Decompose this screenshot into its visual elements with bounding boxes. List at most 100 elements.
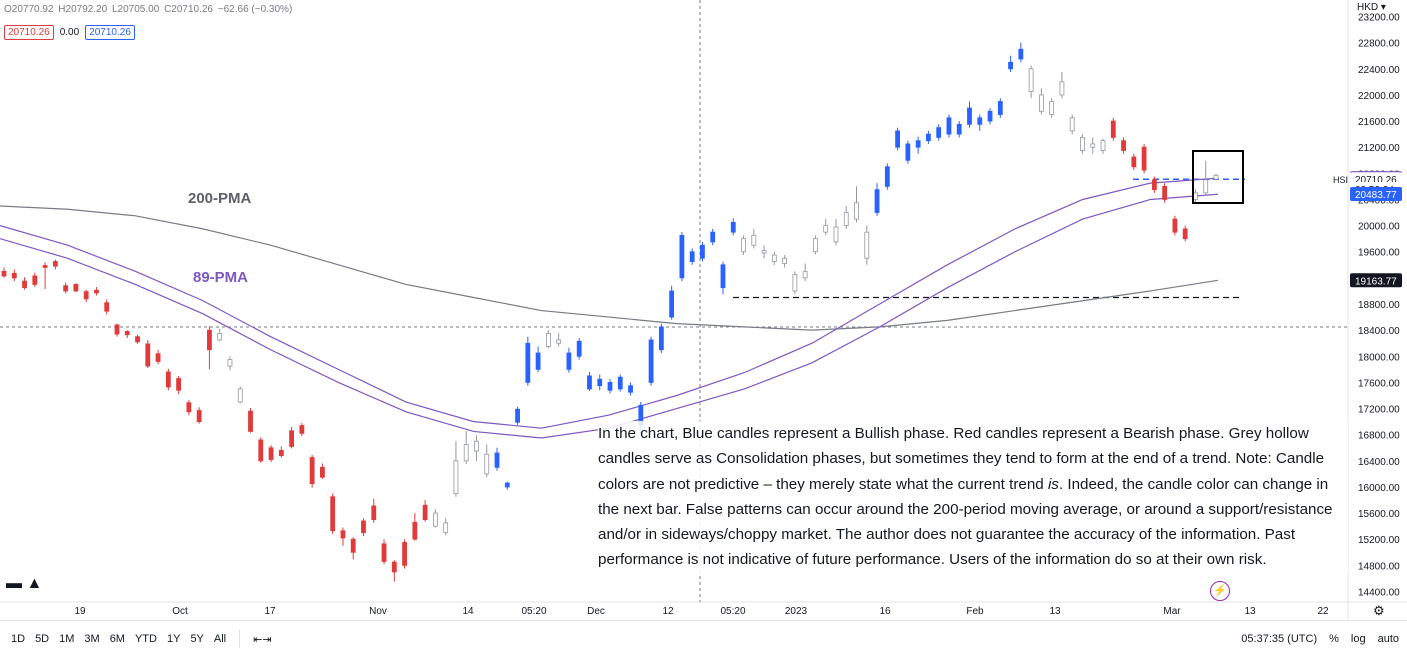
candle-body xyxy=(895,130,900,148)
y-tick-label: 16800.00 xyxy=(1358,431,1400,442)
candle-body xyxy=(52,261,58,267)
candle-body xyxy=(63,285,69,292)
candle-body xyxy=(1,270,7,277)
candle-body xyxy=(11,272,17,279)
range-ytd[interactable]: YTD xyxy=(134,633,157,645)
candle-body xyxy=(484,453,490,475)
range-1d[interactable]: 1D xyxy=(11,633,26,645)
clock-label[interactable]: 05:37:35 (UTC) xyxy=(1241,633,1318,645)
candle-body xyxy=(340,530,346,539)
price-tag-label: 19163.77 xyxy=(1355,276,1397,287)
pma89-upper-line xyxy=(0,177,1219,429)
candle-body xyxy=(556,339,562,344)
candle-body xyxy=(679,235,685,279)
range-all[interactable]: All xyxy=(213,633,227,645)
candle-body xyxy=(525,342,531,383)
high-value: H20792.20 xyxy=(58,4,108,15)
candle-body xyxy=(145,343,151,367)
candle-body xyxy=(94,289,99,294)
x-tick-label: 22 xyxy=(1317,606,1329,617)
value-zero: 0.00 xyxy=(59,27,80,38)
candle-body xyxy=(987,110,993,122)
y-tick-label: 17600.00 xyxy=(1358,378,1400,389)
candle-body xyxy=(915,140,921,148)
pma89-lower-line xyxy=(0,193,1219,439)
candle-body xyxy=(658,326,664,351)
candle-body xyxy=(463,444,469,462)
percent-toggle[interactable]: % xyxy=(1329,633,1339,645)
candle-body xyxy=(977,117,983,125)
candle-body xyxy=(1059,81,1065,96)
candle-body xyxy=(751,235,757,246)
x-tick-label: 05:20 xyxy=(521,606,546,617)
candle-body xyxy=(227,359,233,367)
candle-body xyxy=(22,280,27,289)
range-6m[interactable]: 6M xyxy=(109,633,125,645)
range-1y[interactable]: 1Y xyxy=(166,633,181,645)
lightning-icon[interactable]: ⚡ xyxy=(1210,581,1230,601)
candle-body xyxy=(823,225,829,233)
date-range-icon[interactable]: ⇤⇥ xyxy=(253,633,272,646)
low-value: L20705.00 xyxy=(112,4,160,15)
y-tick-label: 21600.00 xyxy=(1358,117,1400,128)
currency-label: HKD xyxy=(1357,2,1379,13)
candle-body xyxy=(792,274,798,292)
candle-body xyxy=(494,452,500,468)
y-tick-label: 14800.00 xyxy=(1358,561,1400,572)
candle-body xyxy=(1100,140,1106,151)
candle-body xyxy=(926,133,931,142)
log-toggle[interactable]: log xyxy=(1350,633,1366,645)
candle-body xyxy=(443,522,449,534)
candle-body xyxy=(42,265,48,268)
settings-gear-icon: ⚙ xyxy=(1373,603,1385,618)
y-tick-label: 14400.00 xyxy=(1358,588,1400,599)
candle-body xyxy=(361,520,366,534)
y-tick-label: 15600.00 xyxy=(1358,509,1400,520)
auto-toggle[interactable]: auto xyxy=(1377,633,1399,645)
candle-body xyxy=(997,101,1003,115)
candle-body xyxy=(32,275,38,285)
candle-body xyxy=(1162,186,1168,200)
price-chart[interactable]: 14400.00 14800.00 15200.00 15600.00 16000.00… xyxy=(0,0,1407,620)
tradingview-logo[interactable]: ▬ ▲ xyxy=(6,575,43,592)
candle-body xyxy=(176,378,182,391)
candle-body xyxy=(617,376,623,390)
candle-body xyxy=(874,189,880,213)
range-1m[interactable]: 1M xyxy=(59,633,75,645)
candle-body xyxy=(371,505,377,521)
range-5y[interactable]: 5Y xyxy=(190,633,204,645)
candle-body xyxy=(689,251,695,262)
candle-body xyxy=(381,543,387,562)
candle-body xyxy=(515,408,520,423)
candle-body xyxy=(771,254,777,262)
currency-selector[interactable]: HKD ▾ xyxy=(1357,2,1386,13)
candle-body xyxy=(967,107,972,125)
candle-body xyxy=(936,127,942,138)
candle-body xyxy=(104,302,110,312)
y-tick-label: 22000.00 xyxy=(1358,91,1400,102)
candle-body xyxy=(576,340,582,357)
candle-body xyxy=(1090,143,1096,148)
x-tick-label: Feb xyxy=(966,606,984,617)
candle-body xyxy=(761,250,767,254)
candle-body xyxy=(299,425,305,434)
ohlc-legend: O20770.92 H20792.20 L20705.00 C20710.26 … xyxy=(4,4,294,15)
x-tick-label: Mar xyxy=(1163,606,1181,617)
note-part-1: In the chart, Blue candles represent a B… xyxy=(598,425,1325,493)
y-tick-label: 18800.00 xyxy=(1358,300,1400,311)
x-tick-label: 2023 xyxy=(785,606,808,617)
range-3m[interactable]: 3M xyxy=(84,633,100,645)
symbol-label: HSI xyxy=(1333,175,1348,185)
price-tag-label: 20483.77 xyxy=(1355,190,1397,201)
candle-body xyxy=(1110,120,1116,138)
candle-body xyxy=(946,117,952,135)
x-tick-label: 12 xyxy=(662,606,674,617)
candle-body xyxy=(587,375,592,390)
candle-body xyxy=(597,378,603,387)
note-part-2: . Indeed, the candle color can change in… xyxy=(598,475,1333,569)
y-tick-label: 19600.00 xyxy=(1358,248,1400,259)
range-5d[interactable]: 5D xyxy=(35,633,50,645)
candle-body xyxy=(114,324,120,335)
candle-body xyxy=(504,482,510,488)
x-tick-label: 16 xyxy=(879,606,891,617)
